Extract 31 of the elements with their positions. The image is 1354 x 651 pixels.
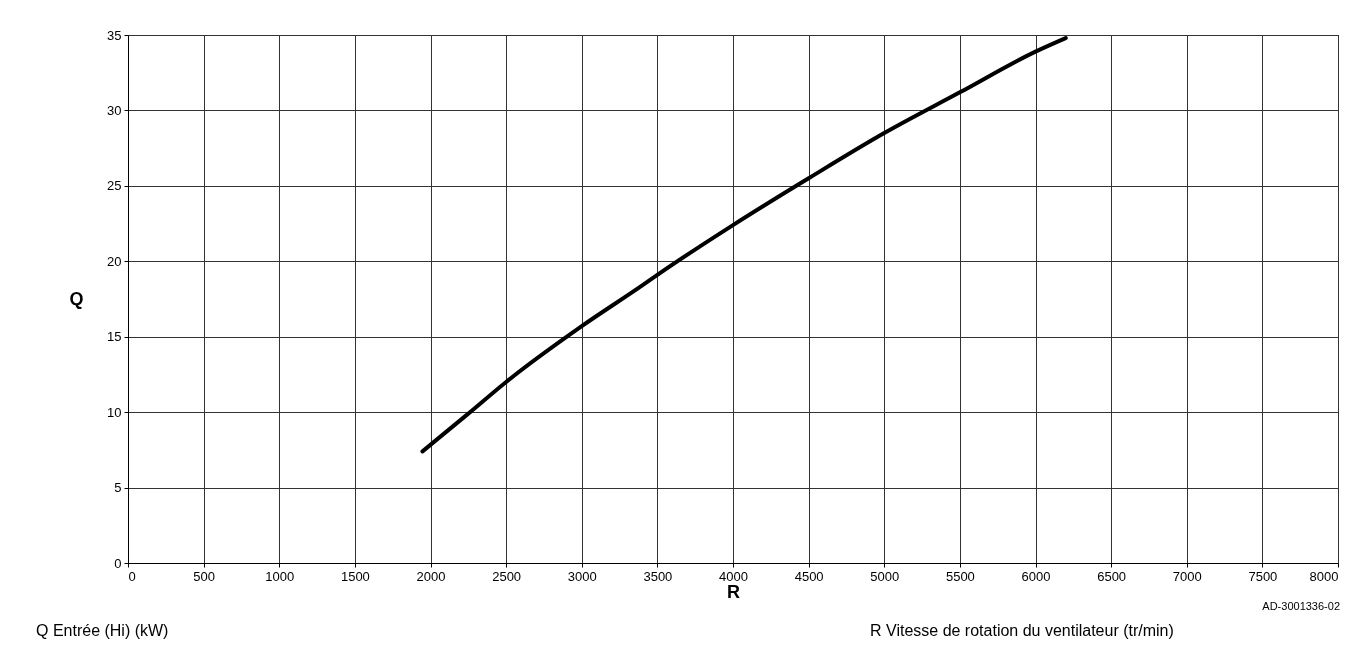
text: Q Entrée (Hi) (kW) [36, 622, 169, 640]
x-tick-label: 6500 [1097, 568, 1127, 584]
x-tick-label: 0 [128, 568, 136, 584]
x-tick-label: 1000 [265, 568, 295, 584]
x-tick-label: 3500 [643, 568, 673, 584]
y-tick-label: 10 [107, 404, 122, 420]
y-tick-label: 20 [107, 253, 122, 269]
x-tick-label: 500 [193, 568, 215, 584]
x-tick-label: 2500 [492, 568, 522, 584]
x-tick-label: 8000 [1309, 568, 1339, 584]
x-tick-label: 7500 [1248, 568, 1278, 584]
y-tick-label: 5 [114, 480, 122, 496]
x-tick-label: 1500 [340, 568, 370, 584]
y-tick-label: 25 [107, 178, 122, 194]
y-tick-label: 15 [107, 329, 122, 345]
y-tick-label: 0 [114, 555, 122, 571]
x-tick-label: 4000 [719, 568, 748, 584]
y-tick-label: 35 [107, 27, 122, 43]
x-tick-label: 3000 [567, 568, 597, 584]
line-series [420, 36, 1068, 454]
x-tick-label: 2000 [416, 568, 446, 584]
y-tick-label: 30 [107, 102, 122, 118]
x-tick-label: 6000 [1021, 568, 1051, 584]
x-tick-label: 5500 [945, 568, 975, 584]
text: AD-3001336-02 [1262, 600, 1340, 612]
x-tick-label: 5000 [870, 568, 900, 584]
text: R Vitesse de rotation du ventilateur (tr/min) [870, 622, 1174, 640]
x-tick-label: 7000 [1172, 568, 1202, 584]
y-axis-title: Q [69, 288, 84, 309]
x-tick-label: 4500 [794, 568, 824, 584]
x-axis-title: R [727, 581, 740, 602]
